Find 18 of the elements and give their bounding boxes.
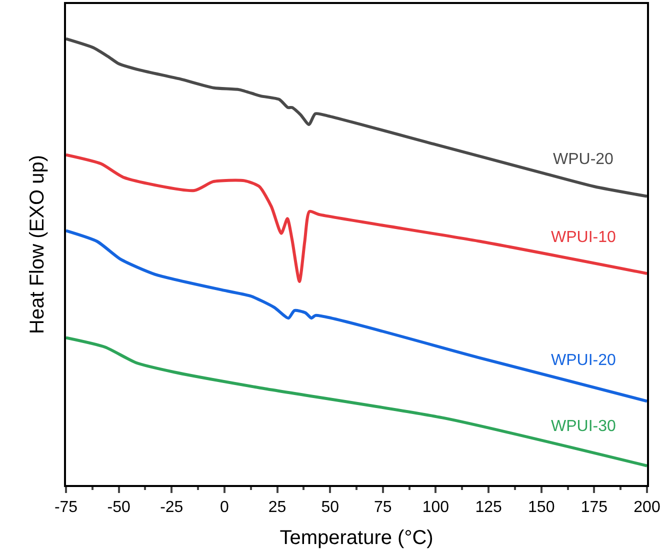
x-tick-label: -50 <box>107 498 130 516</box>
x-tick-label: 25 <box>268 498 286 516</box>
x-tick-label: 75 <box>374 498 392 516</box>
x-tick-label: -75 <box>54 498 78 516</box>
x-tick-label: 200 <box>634 498 660 516</box>
x-tick-label: 50 <box>321 498 340 516</box>
x-tick-label: 100 <box>422 498 450 516</box>
series-label: WPUI-30 <box>551 418 616 435</box>
x-tick-label: 150 <box>528 498 555 516</box>
series-label: WPUI-10 <box>551 229 616 246</box>
x-tick-label: 125 <box>475 498 502 516</box>
x-tick-label: 0 <box>220 498 229 516</box>
x-tick-label: -25 <box>160 498 184 516</box>
x-axis-title: Temperature (°C) <box>280 526 434 549</box>
series-label: WPUI-20 <box>551 352 616 369</box>
series-label: WPU-20 <box>553 151 614 168</box>
y-axis-title: Heat Flow (EXO up) <box>26 155 48 334</box>
x-tick-label: 175 <box>580 498 608 516</box>
